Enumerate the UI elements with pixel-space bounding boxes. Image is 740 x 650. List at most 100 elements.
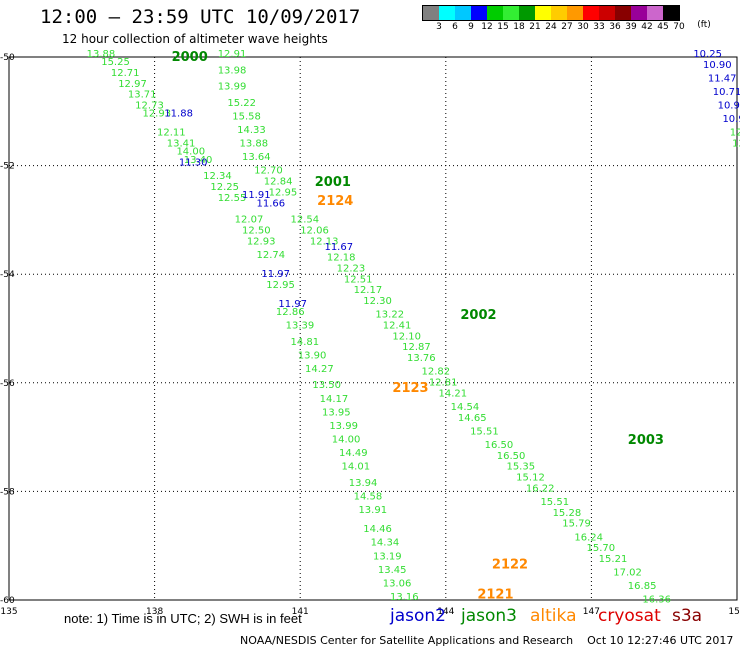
legend-altika: altika — [530, 606, 577, 626]
swh-label: 13.94 — [349, 478, 378, 489]
swh-label: 12.13 — [310, 236, 339, 247]
y-tick-label: -50 — [0, 53, 15, 63]
swh-label: 13.71 — [128, 90, 157, 101]
color-scale-swatch — [647, 6, 663, 20]
swh-label: 14.01 — [341, 462, 370, 473]
swh-label: 10.9 — [722, 114, 740, 125]
color-scale-swatch — [503, 6, 519, 20]
swh-label: 12. — [730, 128, 740, 139]
swh-label: 16.50 — [497, 451, 526, 462]
swh-label: 12.50 — [242, 225, 271, 236]
color-scale-swatch — [567, 6, 583, 20]
color-scale-swatch — [535, 6, 551, 20]
color-scale-label: 12 — [481, 22, 493, 32]
color-scale-unit: (ft) — [697, 20, 711, 30]
swh-label: 12.11 — [157, 128, 186, 139]
color-scale-label: 45 — [657, 22, 669, 32]
track-number-label: 2001 — [315, 175, 351, 190]
swh-label: 11.97 — [261, 269, 290, 280]
legend-jason3: jason3 — [461, 606, 517, 626]
swh-label: 13.99 — [218, 82, 247, 93]
swh-label: 13.90 — [298, 350, 327, 361]
swh-label: 12.91 — [218, 49, 247, 60]
swh-label: 12.06 — [300, 225, 329, 236]
color-scale-label: 42 — [641, 22, 653, 32]
color-scale-swatch — [631, 6, 647, 20]
swh-label: 16.24 — [574, 532, 603, 543]
swh-label: 12.41 — [383, 321, 412, 332]
swh-label: 16.22 — [526, 483, 555, 494]
swh-label: 12.30 — [363, 296, 392, 307]
swh-label: 14.17 — [320, 394, 349, 405]
swh-label: 12.82 — [422, 367, 451, 378]
x-tick-label: 141 — [292, 607, 309, 617]
x-tick-label: 138 — [146, 607, 163, 617]
swh-label: 12.95 — [266, 280, 295, 291]
swh-label: 13.19 — [373, 551, 402, 562]
swh-label: 13.98 — [218, 65, 247, 76]
swh-label: 10.71 — [713, 87, 740, 98]
swh-label: 13.88 — [87, 49, 116, 60]
swh-label: 12.25 — [210, 182, 239, 193]
y-tick-label: -56 — [0, 379, 15, 389]
swh-label: 13.64 — [242, 152, 271, 163]
swh-label: 14.49 — [339, 448, 368, 459]
color-scale-swatch — [551, 6, 567, 20]
swh-label: 13.45 — [378, 565, 407, 576]
swh-label: 15.51 — [470, 426, 499, 437]
swh-label: 14.34 — [371, 538, 400, 549]
swh-label: 12.07 — [235, 215, 264, 226]
swh-label: 12 — [732, 139, 740, 150]
swh-label: 13.95 — [322, 407, 351, 418]
color-scale-label: 39 — [625, 22, 637, 32]
x-tick-label: 147 — [583, 607, 600, 617]
x-tick-label: 144 — [437, 607, 454, 617]
color-scale-label: 27 — [561, 22, 573, 32]
color-scale-swatch — [487, 6, 503, 20]
swh-label: 10.25 — [693, 49, 722, 60]
swh-label: 15.22 — [227, 98, 256, 109]
swh-label: 14.21 — [439, 388, 468, 399]
color-scale-label: 6 — [452, 22, 458, 32]
swh-label: 13.06 — [383, 578, 412, 589]
legend-cryosat: cryosat — [598, 606, 661, 626]
swh-label: 15.25 — [101, 57, 130, 68]
color-scale-swatch — [471, 6, 487, 20]
swh-label: 11.97 — [278, 299, 307, 310]
swh-label: 15.21 — [599, 554, 628, 565]
swh-label: 16.50 — [485, 440, 514, 451]
swh-label: 12.93 — [142, 109, 171, 120]
footer: NOAA/NESDIS Center for Satellite Applica… — [240, 634, 733, 647]
swh-label: 12.73 — [135, 101, 164, 112]
swh-label: 17.02 — [613, 568, 642, 579]
swh-label: 15.28 — [553, 508, 582, 519]
swh-label: 12.71 — [111, 68, 140, 79]
color-scale-label: 33 — [593, 22, 605, 32]
note-text: note: 1) Time is in UTC; 2) SWH is in fe… — [64, 611, 302, 626]
swh-label: 13.91 — [358, 505, 387, 516]
chart-subtitle: 12 hour collection of altimeter wave hei… — [62, 32, 328, 46]
track-number-label: 2003 — [628, 433, 664, 448]
swh-label: 12.34 — [203, 171, 232, 182]
color-scale-swatch — [583, 6, 599, 20]
track-number-label: 2124 — [317, 194, 353, 209]
swh-label: 10.90 — [703, 60, 732, 71]
plot-frame — [8, 56, 738, 601]
swh-label: 13.16 — [390, 592, 419, 603]
track-number-label: 2123 — [392, 381, 428, 396]
swh-label: 14.46 — [363, 524, 392, 535]
swh-label: 15.79 — [562, 519, 591, 530]
swh-label: 13.88 — [240, 139, 269, 150]
swh-label: 14.65 — [458, 413, 487, 424]
x-tick-label: 150 — [728, 607, 740, 617]
swh-label: 12.84 — [264, 177, 293, 188]
color-scale-label: 18 — [513, 22, 525, 32]
swh-label: 10.9 — [718, 101, 740, 112]
swh-label: 14.54 — [451, 402, 480, 413]
color-scale-swatch — [439, 6, 455, 20]
swh-label: 14.58 — [354, 492, 383, 503]
swh-label: 15.12 — [516, 473, 545, 484]
footer-credit: NOAA/NESDIS Center for Satellite Applica… — [240, 634, 574, 647]
chart-title: 12:00 – 23:59 UTC 10/09/2017 — [40, 6, 361, 28]
swh-label: 12.55 — [218, 193, 247, 204]
